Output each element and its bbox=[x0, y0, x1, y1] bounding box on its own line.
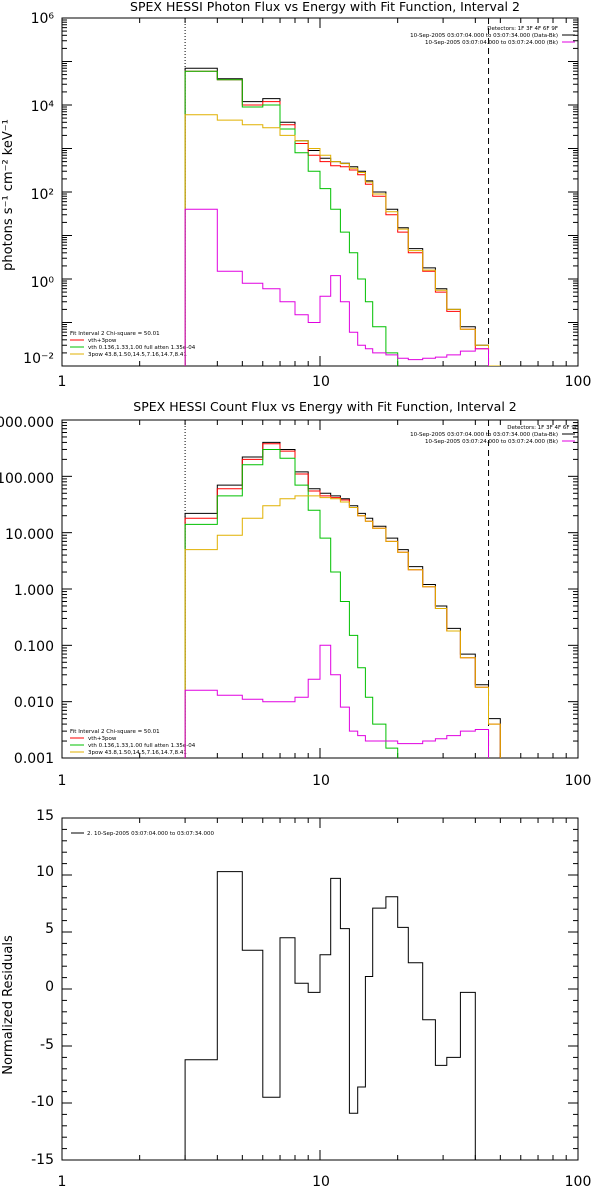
count-y-tick-label: 0.100 bbox=[14, 639, 54, 655]
residuals-y-tick-label: -15 bbox=[31, 1152, 54, 1168]
count-x-tick-label: 1 bbox=[58, 773, 67, 789]
photon-3pow-params-text: 3pow 43.8,1.50,14.5,7.16,14.7,8.41 bbox=[88, 352, 187, 358]
photon-y-axis-label: photons s⁻¹ cm⁻² keV⁻¹ bbox=[1, 119, 16, 271]
photon-y-tick-label: 10⁶ bbox=[31, 11, 55, 27]
count-series-group bbox=[184, 441, 501, 758]
residuals-y-tick-label: -5 bbox=[40, 1037, 54, 1053]
residuals-x-tick-label: 100 bbox=[565, 1174, 592, 1190]
residuals-y-tick-label: 10 bbox=[36, 864, 54, 880]
residuals-y-tick-label: -10 bbox=[31, 1094, 54, 1110]
residuals-y-axis-label: Normalized Residuals bbox=[1, 935, 16, 1075]
count-series-3 bbox=[184, 495, 501, 758]
residuals-y-tick-label: 5 bbox=[45, 921, 54, 937]
photon-fit-model-text: vth+3pow bbox=[88, 338, 117, 344]
photon-y-tick-label: 10⁰ bbox=[31, 275, 55, 291]
count-data-interval-text: 10-Sep-2005 03:07:04.000 to 03:07:34.000… bbox=[410, 432, 558, 438]
photon-flux-panel: SPEX HESSI Photon Flux vs Energy with Fi… bbox=[1, 0, 591, 390]
count-series-4 bbox=[184, 644, 489, 758]
photon-series-2 bbox=[184, 70, 409, 366]
count-x-tick-label: 10 bbox=[312, 773, 330, 789]
count-series-2 bbox=[184, 449, 399, 758]
photon-series-group bbox=[184, 67, 501, 366]
residuals-plot-area bbox=[61, 817, 579, 1161]
count-bk-interval-text: 10-Sep-2005 03:07:24.000 to 03:07:24.000… bbox=[425, 439, 558, 445]
photon-data-interval-text: 10-Sep-2005 03:07:04.000 to 03:07:34.000… bbox=[410, 33, 558, 39]
photon-x-tick-label: 100 bbox=[565, 374, 592, 390]
count-vth-params-text: vth 0.136,1.33,1.00 full atten 1.35e-04 bbox=[88, 743, 196, 749]
count-y-tick-label: 100.000 bbox=[0, 471, 54, 487]
photon-series-3 bbox=[184, 114, 501, 366]
count-detectors-text: Detectors: 1F 3F 4F 6F 9F bbox=[507, 425, 578, 431]
residuals-x-tick-label: 10 bbox=[312, 1174, 330, 1190]
count-plot-area bbox=[61, 419, 579, 759]
count-y-tick-label: 10.000 bbox=[5, 527, 54, 543]
photon-plot-area bbox=[61, 17, 579, 367]
residuals-y-tick-label: 0 bbox=[45, 979, 54, 995]
photon-fit-interval-text: Fit Interval 2 Chi-square = 50.01 bbox=[70, 331, 160, 337]
photon-y-tick-label: 10⁴ bbox=[31, 99, 55, 115]
photon-bk-interval-text: 10-Sep-2005 03:07:04.000 to 03:07:24.000… bbox=[425, 40, 558, 46]
residuals-series-0 bbox=[184, 871, 476, 1160]
count-y-tick-label: 1.000 bbox=[14, 583, 54, 599]
residuals-legend-text: 2. 10-Sep-2005 03:07:04.000 to 03:07:34.… bbox=[87, 831, 214, 837]
count-y-tick-label: 0.010 bbox=[14, 695, 54, 711]
count-fit-interval-text: Fit Interval 2 Chi-square = 50.01 bbox=[70, 729, 160, 735]
photon-x-tick-label: 10 bbox=[312, 374, 330, 390]
residuals-x-tick-label: 1 bbox=[58, 1174, 67, 1190]
photon-panel-title: SPEX HESSI Photon Flux vs Energy with Fi… bbox=[130, 0, 520, 14]
count-panel-title: SPEX HESSI Count Flux vs Energy with Fit… bbox=[133, 399, 516, 414]
photon-y-tick-label: 10⁻² bbox=[23, 351, 54, 367]
photon-y-tick-label: 10² bbox=[31, 187, 54, 203]
residuals-y-tick-label: 15 bbox=[36, 808, 54, 824]
count-3pow-params-text: 3pow 43.8,1.50,14.5,7.16,14.7,8.41 bbox=[88, 750, 187, 756]
photon-series-4 bbox=[184, 208, 489, 366]
count-y-tick-label: 1000.000 bbox=[0, 415, 54, 431]
photon-detectors-text: Detectors: 1F 3F 4F 6F 9F bbox=[487, 26, 558, 32]
residuals-series-group bbox=[184, 871, 476, 1160]
count-fit-model-text: vth+3pow bbox=[88, 736, 117, 742]
count-y-tick-label: 0.001 bbox=[14, 751, 54, 767]
count-series-0 bbox=[184, 441, 501, 758]
photon-x-tick-label: 1 bbox=[58, 374, 67, 390]
residuals-panel: Normalized Residuals -15 -10 -5 0 5 10 1… bbox=[1, 808, 591, 1190]
count-flux-panel: SPEX HESSI Count Flux vs Energy with Fit… bbox=[0, 399, 591, 789]
count-axes-frame bbox=[61, 419, 579, 759]
count-x-tick-label: 100 bbox=[565, 773, 592, 789]
photon-vth-params-text: vth 0.136,1.33,1.00 full atten 1.35e-04 bbox=[88, 345, 196, 351]
